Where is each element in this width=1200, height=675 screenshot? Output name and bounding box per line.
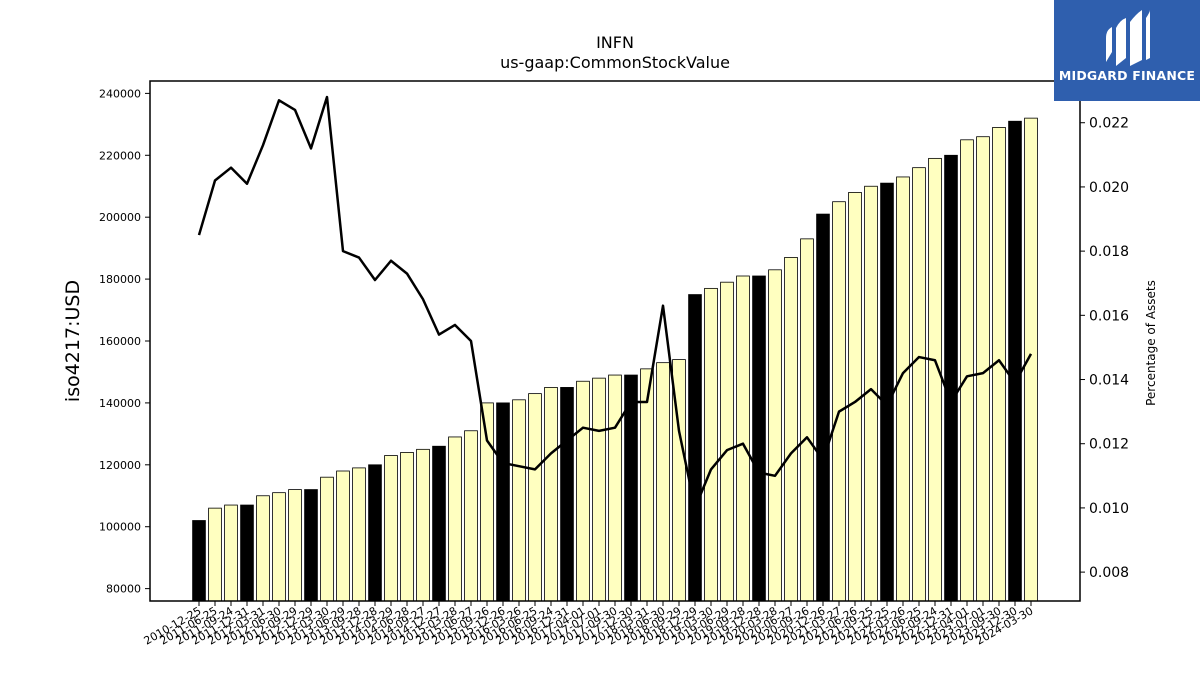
bar-2013-09-28 (352, 467, 366, 602)
bar-2023-04-01 (960, 139, 974, 602)
bar-2017-07-01 (592, 377, 606, 602)
bar-2020-09-26 (800, 238, 814, 602)
bar-2016-06-25 (528, 393, 542, 602)
bar-2023-12-30 (1008, 120, 1022, 602)
bar-2011-06-25 (208, 507, 222, 602)
bar-2013-12-28 (368, 464, 382, 602)
midgard-logo-icon (1106, 10, 1150, 66)
y-tick-label: 180000 (99, 273, 141, 286)
bar-2014-06-28 (400, 452, 414, 602)
bar-2018-03-31 (640, 368, 654, 602)
y2-tick-label: 0.014 (1089, 373, 1129, 389)
bar-2020-03-28 (768, 269, 782, 602)
y2-tick-label: 0.020 (1089, 180, 1129, 196)
bar-2018-06-30 (656, 362, 670, 602)
bar-2021-06-26 (848, 192, 862, 602)
bar-2020-06-27 (784, 257, 798, 602)
y2-tick-label: 0.018 (1089, 244, 1129, 260)
y2-tick-label: 0.008 (1089, 565, 1129, 581)
bar-2022-12-31 (944, 154, 958, 602)
bar-2014-09-27 (416, 448, 430, 602)
y-tick-label: 100000 (99, 521, 141, 534)
y-tick-label: 120000 (99, 459, 141, 472)
bar-2011-09-24 (224, 504, 238, 602)
percentage-line (197, 95, 1033, 510)
y2-tick-label: 0.016 (1089, 308, 1129, 324)
logo-text: MIDGARD FINANCE (1058, 68, 1196, 83)
bar-2012-06-30 (272, 492, 286, 602)
bar-2014-03-29 (384, 455, 398, 602)
y-tick-label: 80000 (106, 583, 141, 596)
bar-2015-09-26 (480, 402, 494, 602)
chart-title: INFN (596, 33, 634, 52)
bar-2017-09-30 (608, 374, 622, 602)
y-tick-label: 220000 (99, 149, 141, 162)
y-tick-label: 240000 (99, 87, 141, 100)
bar-2022-03-26 (896, 176, 910, 602)
bar-2016-09-24 (544, 387, 558, 602)
y-tick-label: 200000 (99, 211, 141, 224)
chart-subtitle: us-gaap:CommonStockValue (500, 53, 730, 72)
bar-2019-06-29 (720, 281, 734, 602)
bar-2019-03-30 (704, 287, 718, 602)
bar-2012-12-29 (304, 489, 318, 602)
bar-2011-12-31 (240, 504, 254, 602)
bar-2012-03-31 (256, 495, 270, 602)
midgard-logo: MIDGARD FINANCE (1054, 0, 1200, 101)
bar-2010-12-25 (192, 520, 206, 602)
y-tick-label: 140000 (99, 397, 141, 410)
bar-2016-03-26 (512, 399, 526, 602)
bar-2022-06-25 (912, 167, 926, 602)
bar-2013-03-30 (320, 476, 334, 602)
bar-2017-04-01 (576, 380, 590, 602)
bar-2020-12-26 (816, 213, 830, 602)
bar-2015-06-27 (464, 430, 478, 602)
bar-2015-12-26 (496, 402, 510, 602)
bar-2014-12-27 (432, 445, 446, 602)
y-tick-label: 160000 (99, 335, 141, 348)
y2-tick-label: 0.012 (1089, 437, 1129, 453)
bar-2022-09-24 (928, 157, 942, 602)
bar-2019-09-28 (736, 275, 750, 602)
y2-axis-label: Percentage of Assets (1144, 280, 1158, 406)
bar-2021-03-27 (832, 201, 846, 602)
bar-2012-09-29 (288, 489, 302, 602)
bar-2016-12-31 (560, 387, 574, 602)
bar-2013-06-29 (336, 470, 350, 602)
y2-tick-label: 0.022 (1089, 116, 1129, 132)
bar-2018-12-29 (688, 294, 702, 602)
bar-2015-03-28 (448, 436, 462, 602)
bar-2021-12-25 (880, 182, 894, 602)
y-axis-label: iso4217:USD (62, 280, 84, 402)
y2-tick-label: 0.010 (1089, 501, 1129, 517)
bar-2019-12-28 (752, 275, 766, 602)
